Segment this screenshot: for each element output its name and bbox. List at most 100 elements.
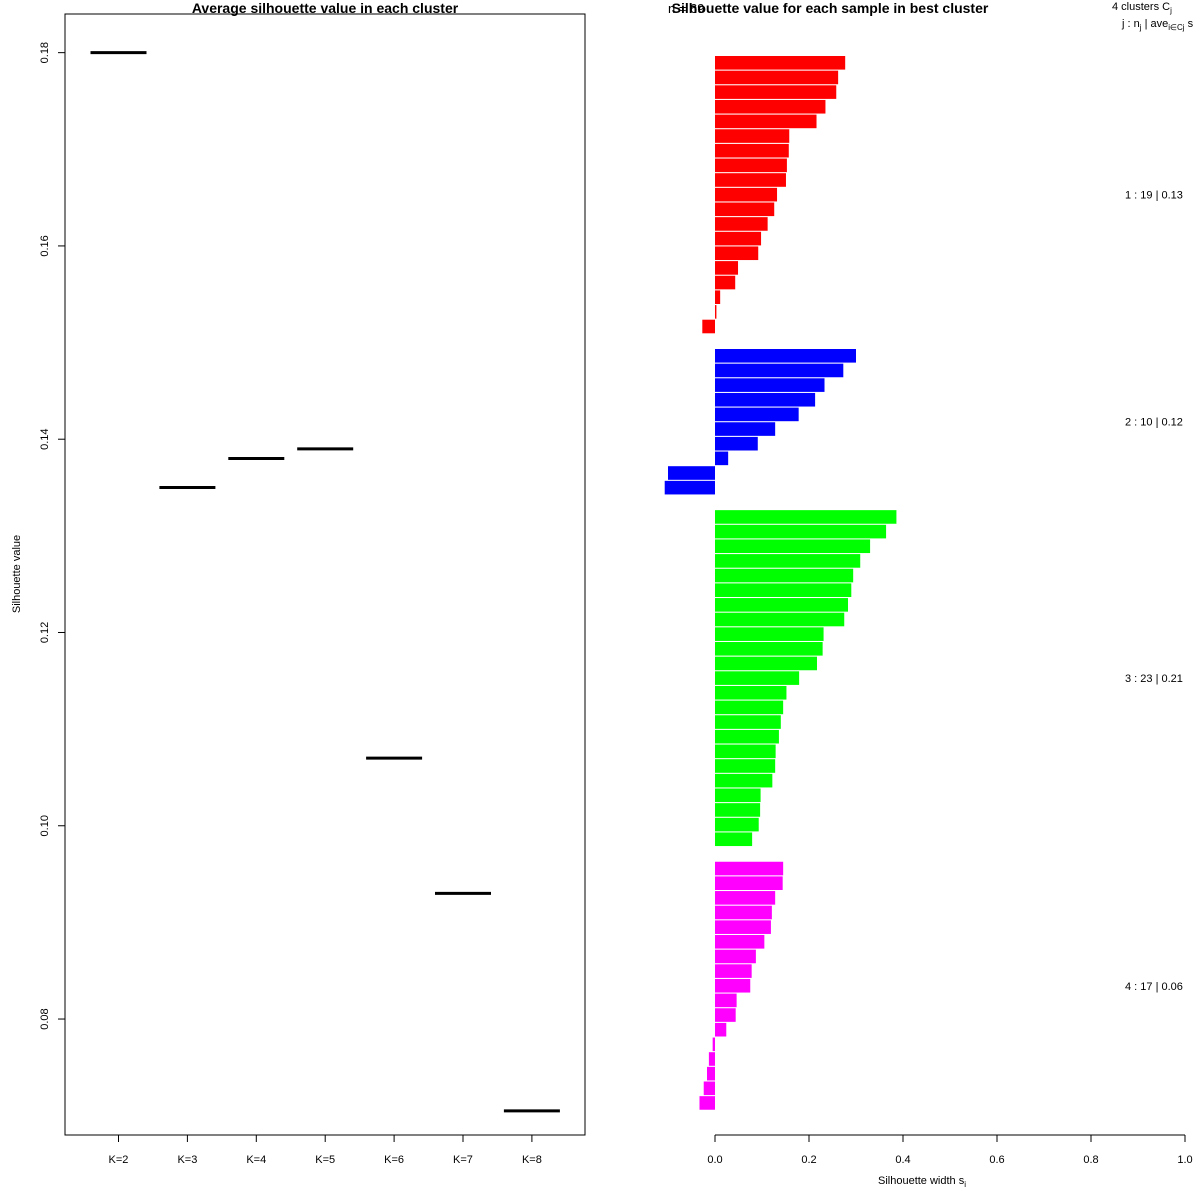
legend-header-line1-main: 4 clusters C — [1112, 1, 1170, 13]
silhouette-bar-cluster-4 — [715, 935, 765, 949]
left-x-tick-label: K=4 — [246, 1154, 266, 1166]
left-y-tick-label: 0.16 — [39, 235, 51, 256]
silhouette-bar-cluster-4 — [699, 1096, 715, 1110]
cluster-label-2: 2 : 10 | 0.12 — [1125, 417, 1183, 429]
silhouette-bar-cluster-4 — [715, 905, 772, 920]
right-x-axis: 0.0 0.2 0.4 0.6 0.8 1.0 — [707, 1134, 1193, 1166]
silhouette-bar-cluster-3 — [715, 627, 824, 641]
cluster-label-1: 1 : 19 | 0.13 — [1125, 190, 1183, 202]
silhouette-bar-cluster-3 — [715, 554, 861, 568]
left-x-tick-label: K=5 — [315, 1154, 335, 1166]
right-x-tick-label: 0.8 — [1083, 1154, 1098, 1166]
silhouette-bar-cluster-4 — [715, 964, 752, 978]
left-y-tick-label: 0.14 — [39, 428, 51, 449]
silhouette-bar-cluster-1 — [715, 114, 817, 129]
right-bars — [664, 56, 897, 1110]
silhouette-bar-cluster-3 — [715, 568, 854, 583]
right-x-tick-label: 1.0 — [1177, 1154, 1192, 1166]
left-x-tick-label: K=3 — [177, 1154, 197, 1166]
silhouette-bar-cluster-4 — [708, 1052, 715, 1066]
silhouette-bar-cluster-1 — [715, 202, 775, 217]
left-y-tick-label: 0.08 — [39, 1008, 51, 1029]
right-x-tick-label: 0.2 — [801, 1154, 816, 1166]
right-x-tick-label: 0.0 — [707, 1154, 722, 1166]
silhouette-bar-cluster-1 — [715, 143, 789, 158]
left-y-tick-label: 0.10 — [39, 815, 51, 836]
legend-header-line2-sub2: i∈Cj — [1168, 23, 1185, 32]
silhouette-bar-cluster-1 — [715, 56, 846, 70]
silhouette-bar-cluster-1 — [702, 319, 715, 334]
left-x-tick-label: K=8 — [522, 1154, 542, 1166]
silhouette-bar-cluster-1 — [715, 217, 768, 231]
silhouette-bar-cluster-4 — [703, 1081, 715, 1096]
silhouette-bar-cluster-3 — [715, 598, 849, 612]
cluster-label-3: 3 : 23 | 0.21 — [1125, 673, 1183, 685]
left-x-tick-label: K=6 — [384, 1154, 404, 1166]
silhouette-bar-cluster-3 — [715, 744, 776, 759]
silhouette-bar-cluster-2 — [715, 451, 729, 466]
silhouette-bar-cluster-4 — [715, 1008, 736, 1022]
silhouette-bar-cluster-3 — [715, 773, 773, 788]
silhouette-bar-cluster-3 — [715, 671, 800, 685]
silhouette-bar-cluster-2 — [664, 480, 715, 495]
silhouette-bar-cluster-3 — [715, 539, 871, 554]
silhouette-bar-cluster-1 — [715, 158, 787, 173]
silhouette-bar-cluster-3 — [715, 759, 776, 773]
left-x-tick-label: K=2 — [109, 1154, 129, 1166]
legend-header-line2-sub1: j — [1139, 23, 1142, 32]
silhouette-bar-cluster-3 — [715, 817, 759, 832]
right-x-axis-label-sub: i — [964, 1180, 966, 1189]
legend-header-line2-mid: | ave — [1142, 18, 1169, 30]
silhouette-bar-cluster-4 — [715, 1022, 727, 1037]
silhouette-bar-cluster-3 — [715, 656, 817, 671]
silhouette-bar-cluster-2 — [715, 363, 844, 378]
legend-header-line2-a: j : n — [1121, 18, 1140, 30]
silhouette-bar-cluster-4 — [715, 891, 776, 905]
silhouette-bar-cluster-3 — [715, 583, 852, 597]
silhouette-bar-cluster-4 — [715, 978, 751, 993]
silhouette-bar-cluster-3 — [715, 788, 761, 803]
left-y-tick-label: 0.12 — [39, 622, 51, 643]
silhouette-bar-cluster-4 — [715, 861, 784, 876]
silhouette-bar-cluster-3 — [715, 715, 781, 729]
legend-header-line1-sub: j — [1169, 6, 1172, 15]
silhouette-bar-cluster-4 — [715, 993, 737, 1008]
left-y-tick-label: 0.18 — [39, 42, 51, 63]
silhouette-bar-cluster-2 — [715, 392, 816, 407]
left-x-tick-label: K=7 — [453, 1154, 473, 1166]
silhouette-bar-cluster-1 — [715, 129, 790, 143]
silhouette-bar-cluster-1 — [715, 290, 721, 304]
silhouette-bar-cluster-3 — [715, 729, 779, 744]
silhouette-bar-cluster-4 — [712, 1037, 715, 1052]
silhouette-bar-cluster-4 — [715, 876, 783, 890]
silhouette-bar-cluster-2 — [715, 422, 776, 436]
silhouette-bar-cluster-1 — [715, 275, 736, 290]
right-title-overlap: n = 69 — [668, 1, 705, 16]
right-x-tick-label: 0.6 — [989, 1154, 1004, 1166]
silhouette-bar-cluster-3 — [715, 612, 845, 627]
silhouette-bar-cluster-3 — [715, 832, 753, 847]
silhouette-bar-cluster-1 — [715, 231, 762, 246]
right-chart-title: Silhouette value for each sample in best… — [672, 0, 989, 16]
silhouette-bar-cluster-3 — [715, 685, 787, 700]
left-y-axis: 0.08 0.10 0.12 0.14 0.16 0.18 — [39, 42, 65, 1030]
silhouette-bar-cluster-1 — [715, 173, 786, 187]
silhouette-bar-cluster-4 — [707, 1066, 715, 1081]
left-marks — [90, 51, 560, 1113]
right-chart: n = 69 Silhouette value for each sample … — [664, 0, 1194, 1189]
silhouette-bar-cluster-3 — [715, 524, 887, 539]
silhouette-bar-cluster-1 — [715, 99, 826, 114]
silhouette-bar-cluster-3 — [715, 642, 823, 656]
right-cluster-labels: 1 : 19 | 0.13 2 : 10 | 0.12 3 : 23 | 0.21 4… — [1125, 190, 1183, 993]
left-x-axis: K=2 K=3 K=4 K=5 K=6 K=7 K=8 — [109, 1135, 542, 1166]
legend-header-line2-end: s — [1185, 18, 1194, 30]
silhouette-bar-cluster-2 — [715, 349, 856, 363]
silhouette-bar-cluster-1 — [715, 246, 759, 261]
right-x-axis-label: Silhouette width si — [878, 1175, 966, 1189]
silhouette-bar-cluster-1 — [715, 85, 837, 99]
left-y-axis-label: Silhouette value — [11, 535, 23, 613]
silhouette-bar-cluster-3 — [715, 700, 784, 715]
silhouette-bar-cluster-3 — [715, 803, 761, 817]
silhouette-bar-cluster-1 — [715, 305, 717, 319]
